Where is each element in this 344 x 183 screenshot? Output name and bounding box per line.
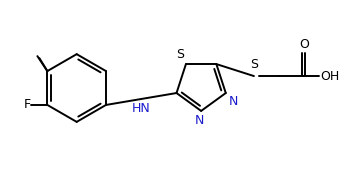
Text: HN: HN xyxy=(132,102,151,115)
Text: N: N xyxy=(229,95,238,108)
Text: O: O xyxy=(299,38,309,51)
Text: S: S xyxy=(250,58,258,71)
Text: OH: OH xyxy=(321,70,340,83)
Text: N: N xyxy=(194,114,204,127)
Text: F: F xyxy=(23,98,30,111)
Text: S: S xyxy=(176,48,184,61)
